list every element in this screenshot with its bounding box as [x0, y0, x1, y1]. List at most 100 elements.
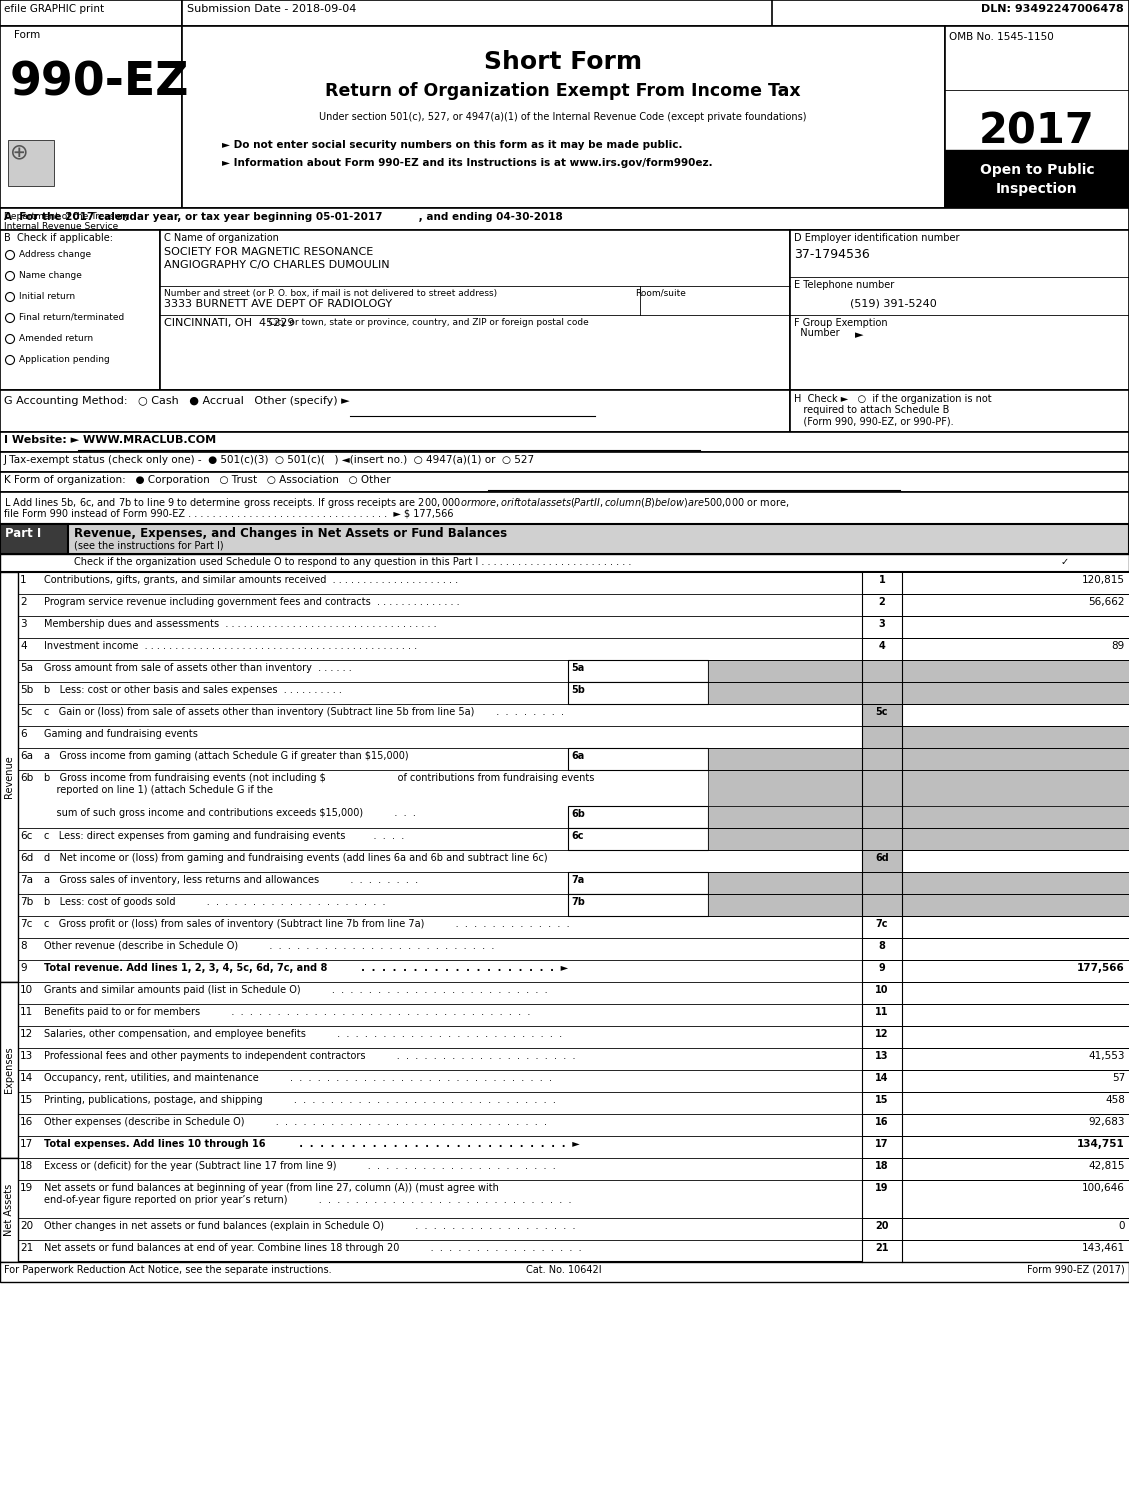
Text: 5b: 5b [20, 686, 33, 695]
Text: 42,815: 42,815 [1088, 1161, 1124, 1171]
Bar [863, 1115, 902, 1135]
Text: b   Less: cost of goods sold          .  .  .  .  .  .  .  .  .  .  .  .  .  .  : b Less: cost of goods sold . . . . . . .… [44, 896, 385, 907]
Text: 3333 BURNETT AVE DEPT OF RADIOLOGY: 3333 BURNETT AVE DEPT OF RADIOLOGY [164, 299, 392, 309]
Bar [863, 1135, 902, 1158]
Text: 18: 18 [20, 1161, 33, 1171]
Text: 0: 0 [1119, 1221, 1124, 1231]
Text: Other changes in net assets or fund balances (explain in Schedule O)          . : Other changes in net assets or fund bala… [44, 1221, 576, 1231]
Bar [863, 1218, 902, 1240]
Bar [0, 208, 1129, 230]
Text: 89: 89 [1112, 641, 1124, 651]
Bar [0, 492, 1129, 524]
Text: Number and street (or P. O. box, if mail is not delivered to street address): Number and street (or P. O. box, if mail… [164, 288, 497, 297]
Text: Number: Number [794, 329, 840, 338]
Text: 15: 15 [875, 1095, 889, 1106]
Text: Part I: Part I [5, 527, 42, 539]
Text: 56,662: 56,662 [1088, 598, 1124, 607]
Text: 16: 16 [20, 1118, 33, 1126]
Text: Address change: Address change [19, 249, 91, 258]
Text: 134,751: 134,751 [1077, 1138, 1124, 1149]
Text: (Form 990, 990-EZ, or 990-PF).: (Form 990, 990-EZ, or 990-PF). [794, 415, 954, 426]
Text: 57: 57 [1112, 1073, 1124, 1083]
Bar [863, 1158, 902, 1180]
Text: c   Less: direct expenses from gaming and fundraising events         .  .  .  .: c Less: direct expenses from gaming and … [44, 831, 404, 841]
Bar [902, 850, 1129, 872]
Text: 17: 17 [875, 1138, 889, 1149]
Bar [182, 25, 945, 208]
Text: 120,815: 120,815 [1082, 575, 1124, 586]
Text: ✓: ✓ [1061, 557, 1069, 568]
Text: Grants and similar amounts paid (list in Schedule O)          .  .  .  .  .  .  : Grants and similar amounts paid (list in… [44, 985, 548, 995]
Bar [0, 453, 1129, 472]
Text: H  Check ►   ○  if the organization is not: H Check ► ○ if the organization is not [794, 394, 991, 403]
Text: ⊕: ⊕ [10, 142, 28, 161]
Text: 20: 20 [875, 1221, 889, 1231]
Bar [708, 748, 1129, 769]
Bar [863, 572, 902, 595]
Text: Initial return: Initial return [19, 291, 76, 300]
Bar [902, 595, 1129, 616]
Text: a   Gross income from gaming (attach Schedule G if greater than $15,000): a Gross income from gaming (attach Sched… [44, 751, 409, 760]
Text: Program service revenue including government fees and contracts  . . . . . . . .: Program service revenue including govern… [44, 598, 460, 607]
Text: C Name of organization: C Name of organization [164, 233, 279, 244]
Text: 5a: 5a [20, 663, 33, 672]
Bar [0, 572, 1129, 1262]
Bar [568, 660, 708, 681]
Text: 143,461: 143,461 [1082, 1243, 1124, 1253]
Text: 11: 11 [20, 1007, 33, 1017]
Bar [0, 572, 18, 982]
Bar [0, 524, 68, 554]
Bar [902, 1115, 1129, 1135]
Bar [902, 572, 1129, 595]
Text: Form: Form [14, 30, 41, 40]
Text: Net assets or fund balances at end of year. Combine lines 18 through 20         : Net assets or fund balances at end of ye… [44, 1243, 581, 1253]
Text: 6b: 6b [571, 808, 585, 819]
Text: Revenue, Expenses, and Changes in Net Assets or Fund Balances: Revenue, Expenses, and Changes in Net As… [75, 527, 507, 539]
Text: 14: 14 [20, 1073, 33, 1083]
Text: Printing, publications, postage, and shipping          .  .  .  .  .  .  .  .  .: Printing, publications, postage, and shi… [44, 1095, 555, 1106]
Text: 7c: 7c [876, 919, 889, 929]
Text: (519) 391-5240: (519) 391-5240 [850, 299, 937, 309]
Bar [902, 638, 1129, 660]
Text: Net assets or fund balances at beginning of year (from line 27, column (A)) (mus: Net assets or fund balances at beginning… [44, 1183, 571, 1204]
Text: Check if the organization used Schedule O to respond to any question in this Par: Check if the organization used Schedule … [75, 557, 631, 568]
Text: 10: 10 [875, 985, 889, 995]
Bar [902, 1004, 1129, 1026]
Text: Room/suite: Room/suite [634, 288, 686, 297]
Bar [708, 769, 1129, 805]
Text: Other expenses (describe in Schedule O)          .  .  .  .  .  .  .  .  .  .  .: Other expenses (describe in Schedule O) … [44, 1118, 546, 1126]
Text: SOCIETY FOR MAGNETIC RESONANCE: SOCIETY FOR MAGNETIC RESONANCE [164, 247, 374, 257]
Text: Expenses: Expenses [5, 1047, 14, 1094]
Text: 5a: 5a [571, 663, 584, 672]
Bar [160, 230, 790, 390]
Bar [568, 748, 708, 769]
Text: G Accounting Method:   ○ Cash   ● Accrual   Other (specify) ►: G Accounting Method: ○ Cash ● Accrual Ot… [5, 396, 350, 406]
Text: 15: 15 [20, 1095, 33, 1106]
Text: Membership dues and assessments  . . . . . . . . . . . . . . . . . . . . . . . .: Membership dues and assessments . . . . … [44, 619, 437, 629]
Bar [0, 25, 182, 208]
Bar [182, 0, 772, 25]
Text: City or town, state or province, country, and ZIP or foreign postal code: City or town, state or province, country… [260, 318, 588, 327]
Bar [863, 938, 902, 961]
Bar [0, 390, 790, 432]
Text: Return of Organization Exempt From Income Tax: Return of Organization Exempt From Incom… [325, 82, 800, 100]
Text: 6d: 6d [20, 853, 33, 864]
Bar [902, 938, 1129, 961]
Text: 17: 17 [20, 1138, 33, 1149]
Text: Net Assets: Net Assets [5, 1183, 14, 1236]
Text: b   Less: cost or other basis and sales expenses  . . . . . . . . . .: b Less: cost or other basis and sales ex… [44, 686, 342, 695]
Text: 12: 12 [875, 1029, 889, 1038]
Text: 7a: 7a [20, 875, 33, 884]
Text: 7b: 7b [20, 896, 33, 907]
Bar [945, 149, 1129, 208]
Bar [0, 1158, 18, 1262]
Text: Gaming and fundraising events: Gaming and fundraising events [44, 729, 198, 740]
Text: 21: 21 [875, 1243, 889, 1253]
Text: B  Check if applicable:: B Check if applicable: [5, 233, 113, 244]
Text: ► Do not enter social security numbers on this form as it may be made public.: ► Do not enter social security numbers o… [222, 140, 683, 149]
Bar [902, 1180, 1129, 1218]
Bar [0, 554, 1129, 572]
Text: 13: 13 [875, 1050, 889, 1061]
Text: 41,553: 41,553 [1088, 1050, 1124, 1061]
Text: Short Form: Short Form [484, 49, 642, 75]
